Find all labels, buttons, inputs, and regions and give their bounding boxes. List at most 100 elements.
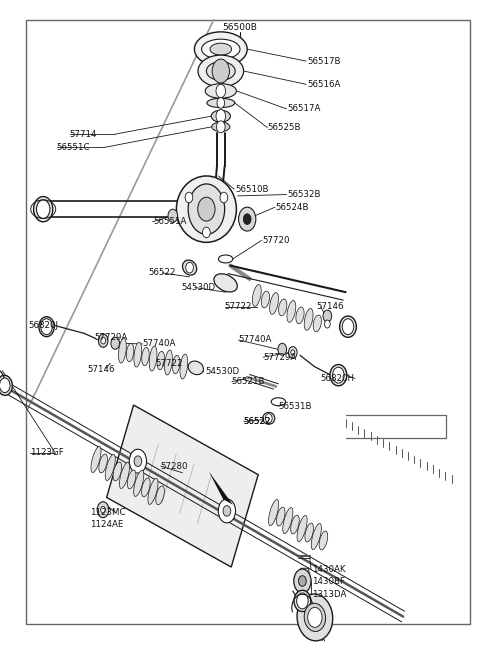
Ellipse shape [261,291,270,308]
Circle shape [186,262,193,273]
Text: 56820H: 56820H [321,374,355,383]
Circle shape [294,569,311,593]
Ellipse shape [149,346,157,371]
Text: 1430BF: 1430BF [312,576,345,586]
Text: 56500B: 56500B [223,23,257,33]
Ellipse shape [202,39,240,59]
Circle shape [243,214,251,224]
Circle shape [111,337,120,349]
Text: 56517B: 56517B [307,56,341,66]
Ellipse shape [119,338,126,363]
Circle shape [188,184,225,234]
Text: 56516A: 56516A [307,80,341,89]
Ellipse shape [127,470,136,489]
Ellipse shape [252,285,261,306]
Ellipse shape [210,43,232,55]
Ellipse shape [105,454,115,481]
Text: 54530D: 54530D [181,283,216,292]
Circle shape [134,456,142,467]
Text: 57714: 57714 [70,129,97,139]
Polygon shape [107,405,258,567]
Circle shape [168,209,178,222]
Ellipse shape [126,343,134,362]
Text: 57146: 57146 [317,302,344,311]
Ellipse shape [297,594,333,641]
Ellipse shape [156,486,164,505]
Text: 57722: 57722 [225,302,252,311]
Circle shape [101,507,106,513]
Ellipse shape [218,255,233,263]
Ellipse shape [287,301,296,322]
Circle shape [239,207,256,231]
Circle shape [324,320,330,328]
Ellipse shape [0,375,12,395]
Circle shape [278,343,287,355]
Text: 57722: 57722 [155,359,182,368]
Circle shape [129,450,146,473]
Text: 57720: 57720 [262,236,289,245]
Ellipse shape [276,507,285,526]
Text: 57280: 57280 [161,461,188,471]
Ellipse shape [319,531,328,550]
Ellipse shape [113,462,121,481]
Circle shape [212,59,229,83]
Ellipse shape [269,499,278,526]
Ellipse shape [120,462,130,489]
Ellipse shape [172,355,180,374]
Ellipse shape [283,507,293,534]
Ellipse shape [157,351,165,370]
Text: 56517A: 56517A [287,104,321,114]
Ellipse shape [205,84,236,98]
Circle shape [220,193,228,203]
Text: 54530D: 54530D [205,367,239,376]
Ellipse shape [330,365,347,386]
Ellipse shape [134,470,144,497]
Circle shape [323,310,332,322]
Ellipse shape [180,354,188,379]
Text: 1430AK: 1430AK [312,565,346,574]
Text: 57146: 57146 [88,365,115,374]
Ellipse shape [212,122,230,131]
Circle shape [216,110,226,123]
Circle shape [223,505,231,516]
Ellipse shape [340,316,356,337]
Circle shape [265,414,272,423]
Ellipse shape [294,590,311,612]
Circle shape [308,608,322,627]
Ellipse shape [182,260,197,275]
Ellipse shape [194,32,247,66]
Circle shape [198,197,215,221]
Circle shape [101,337,106,344]
Text: 57740A: 57740A [143,339,176,349]
Circle shape [98,334,108,347]
Ellipse shape [313,315,322,332]
Text: 57729A: 57729A [263,353,296,362]
Text: 56551A: 56551A [154,217,187,226]
Text: 56521B: 56521B [232,377,265,386]
Ellipse shape [39,317,54,337]
Circle shape [41,319,52,335]
Ellipse shape [291,515,299,534]
Ellipse shape [278,299,287,316]
Text: 56525B: 56525B [268,123,301,132]
Ellipse shape [148,478,158,505]
Ellipse shape [198,55,244,87]
Circle shape [288,347,297,359]
Ellipse shape [206,62,235,80]
Ellipse shape [91,446,101,473]
Text: 56524B: 56524B [276,203,309,212]
Text: 56820J: 56820J [29,321,59,330]
Circle shape [297,593,308,609]
Ellipse shape [134,342,142,367]
Circle shape [299,576,306,586]
Circle shape [185,193,193,203]
Circle shape [291,350,295,355]
Ellipse shape [177,176,237,242]
Ellipse shape [270,293,278,314]
Ellipse shape [142,347,149,366]
Circle shape [203,227,210,238]
Text: 57740A: 57740A [239,335,272,345]
Ellipse shape [296,307,304,324]
Text: 1313DA: 1313DA [312,590,347,599]
Text: 56510B: 56510B [235,185,269,194]
